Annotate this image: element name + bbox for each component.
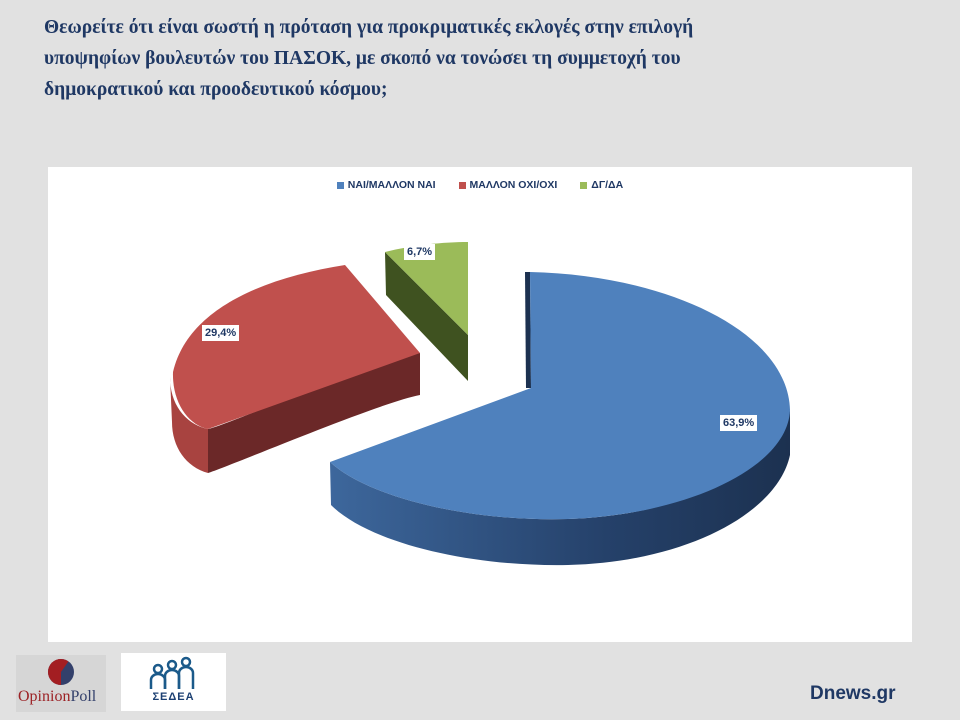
title-line-3: δημοκρατικού και προοδευτικού κόσμου;: [44, 79, 388, 100]
legend-label-dk: ΔΓ/ΔΑ: [591, 179, 624, 191]
chart-title: Θεωρείτε ότι είναι σωστή η πρόταση για π…: [44, 12, 904, 105]
legend-swatch-blue: [336, 181, 344, 189]
data-label-no: 29,4%: [202, 325, 240, 341]
opinion-poll-pie-icon: [48, 659, 74, 685]
sedea-wordmark: ΣΕΔΕΑ: [152, 691, 195, 703]
slice-dk: [385, 242, 468, 381]
people-icon: [149, 656, 195, 689]
legend-item-yes: ΝΑΙ/ΜΑΛΛΟΝ ΝΑΙ: [336, 179, 436, 191]
legend-label-yes: ΝΑΙ/ΜΑΛΛΟΝ ΝΑΙ: [347, 179, 436, 191]
legend-swatch-green: [580, 181, 588, 189]
slice-yes: [330, 272, 790, 566]
data-label-dk: 6,7%: [404, 244, 436, 260]
legend-item-no: ΜΑΛΛΟΝ ΟΧΙ/ΟΧΙ: [458, 179, 558, 191]
opinion-poll-wordmark: OpinionPoll: [18, 688, 97, 705]
chart-panel: ΝΑΙ/ΜΑΛΛΟΝ ΝΑΙ ΜΑΛΛΟΝ ΟΧΙ/ΟΧΙ ΔΓ/ΔΑ 63,9…: [48, 167, 912, 642]
title-line-1: Θεωρείτε ότι είναι σωστή η πρόταση για π…: [44, 17, 694, 38]
brand-watermark: Dnews.gr: [810, 683, 896, 704]
chart-legend: ΝΑΙ/ΜΑΛΛΟΝ ΝΑΙ ΜΑΛΛΟΝ ΟΧΙ/ΟΧΙ ΔΓ/ΔΑ: [48, 179, 912, 192]
legend-item-dk: ΔΓ/ΔΑ: [580, 179, 623, 191]
legend-swatch-red: [458, 181, 466, 189]
legend-label-no: ΜΑΛΛΟΝ ΟΧΙ/ΟΧΙ: [469, 179, 558, 191]
pie-chart: [170, 242, 790, 566]
data-label-yes: 63,9%: [720, 415, 758, 431]
slice-no: [170, 265, 420, 473]
opinion-poll-logo: OpinionPoll: [16, 655, 106, 712]
title-line-2: υποψηφίων βουλευτών του ΠΑΣΟΚ, με σκοπό …: [44, 48, 681, 69]
sedea-logo: ΣΕΔΕΑ: [121, 653, 226, 711]
